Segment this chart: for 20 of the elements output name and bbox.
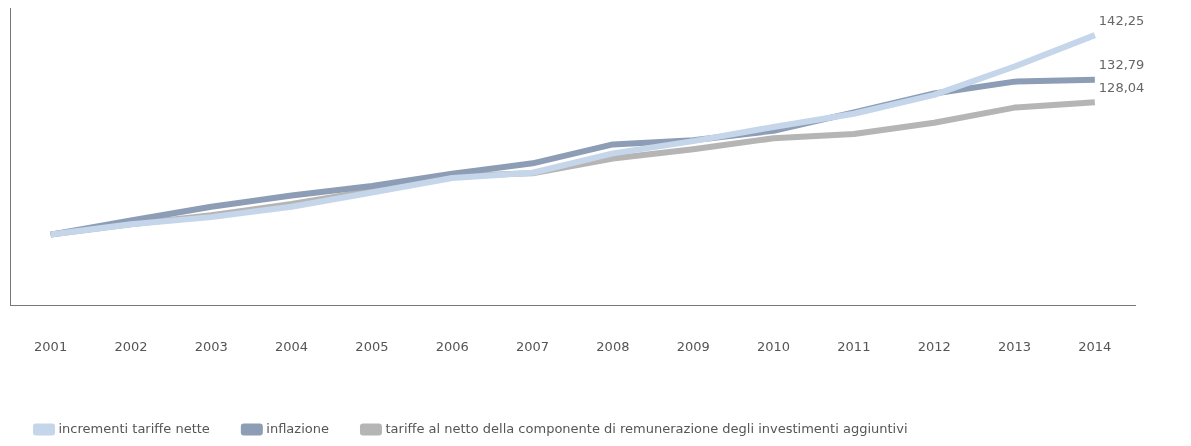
data-label: 142,25	[1098, 12, 1145, 28]
data-label: 128,04	[1098, 79, 1145, 95]
x-tick-label: 2001	[34, 338, 68, 354]
x-tick-label: 2008	[596, 338, 630, 354]
x-tick-label: 2007	[516, 338, 550, 354]
x-tick-label: 2013	[997, 338, 1032, 354]
legend-label: tariffe al netto della componente di remunerazione degli investimenti aggiuntivi	[385, 420, 908, 436]
x-tick-label: 2010	[756, 338, 791, 354]
x-tick-label: 2011	[837, 338, 871, 354]
x-tick-label: 2003	[194, 338, 228, 354]
legend-label: incrementi tariffe nette	[58, 420, 210, 436]
legend-label: inflazione	[266, 420, 329, 436]
x-tick-label: 2014	[1078, 338, 1112, 354]
x-tick-label: 2002	[114, 338, 148, 354]
data-label: 132,79	[1098, 57, 1145, 73]
x-tick-label: 2012	[917, 338, 951, 354]
x-tick-label: 2005	[355, 338, 389, 354]
x-tick-label: 2006	[435, 338, 469, 354]
x-tick-label: 2004	[275, 338, 309, 354]
x-tick-label: 2009	[676, 338, 710, 354]
